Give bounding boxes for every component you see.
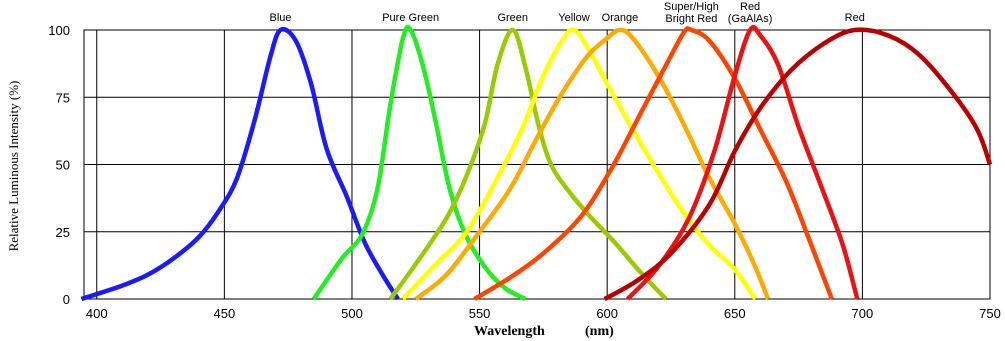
y-axis-label: Relative Luminous Intensity (%) xyxy=(6,81,21,252)
series-label-7: Red xyxy=(845,12,865,24)
series-label-4: Orange xyxy=(602,12,639,24)
x-tick-label: 400 xyxy=(86,306,108,321)
series-line-3 xyxy=(401,27,758,301)
x-tick-label: 550 xyxy=(469,306,491,321)
series-line-6 xyxy=(625,24,860,301)
y-tick-label: 0 xyxy=(63,292,70,307)
series-line-5 xyxy=(473,26,834,301)
series-label-2: Green xyxy=(497,12,528,24)
series-layer xyxy=(80,24,993,302)
y-tick-label: 50 xyxy=(56,158,70,173)
series-label-6: Red xyxy=(740,1,760,13)
x-tick-label: 650 xyxy=(724,306,746,321)
labels: 400 450 500 550 600 650 700 750 0 25 50 75 100 Blue Pu… xyxy=(48,1,1001,321)
y-tick-label: 100 xyxy=(48,23,70,38)
series-line-7 xyxy=(603,27,993,301)
series-line-1 xyxy=(311,24,527,302)
grid xyxy=(83,29,991,300)
series-label-3: Yellow xyxy=(558,12,589,24)
x-tick-label: 450 xyxy=(214,306,236,321)
x-tick-label: 500 xyxy=(341,306,363,321)
series-label-5: Super/High xyxy=(664,1,719,13)
series-line-0 xyxy=(80,27,400,302)
series-label-1: Pure Green xyxy=(382,12,439,24)
y-tick-label: 75 xyxy=(56,90,70,105)
x-tick-label: 600 xyxy=(596,306,618,321)
series-label-6: (GaAlAs) xyxy=(728,13,773,25)
series-label-5: Bright Red xyxy=(665,13,717,25)
series-label-0: Blue xyxy=(269,12,291,24)
series-line-2 xyxy=(388,27,668,301)
x-tick-label: 750 xyxy=(979,306,1001,321)
x-axis-unit: (nm) xyxy=(585,324,614,339)
x-axis-label: Wavelength xyxy=(474,324,545,339)
x-tick-label: 700 xyxy=(852,306,874,321)
y-tick-label: 25 xyxy=(56,225,70,240)
series-line-4 xyxy=(414,27,771,301)
